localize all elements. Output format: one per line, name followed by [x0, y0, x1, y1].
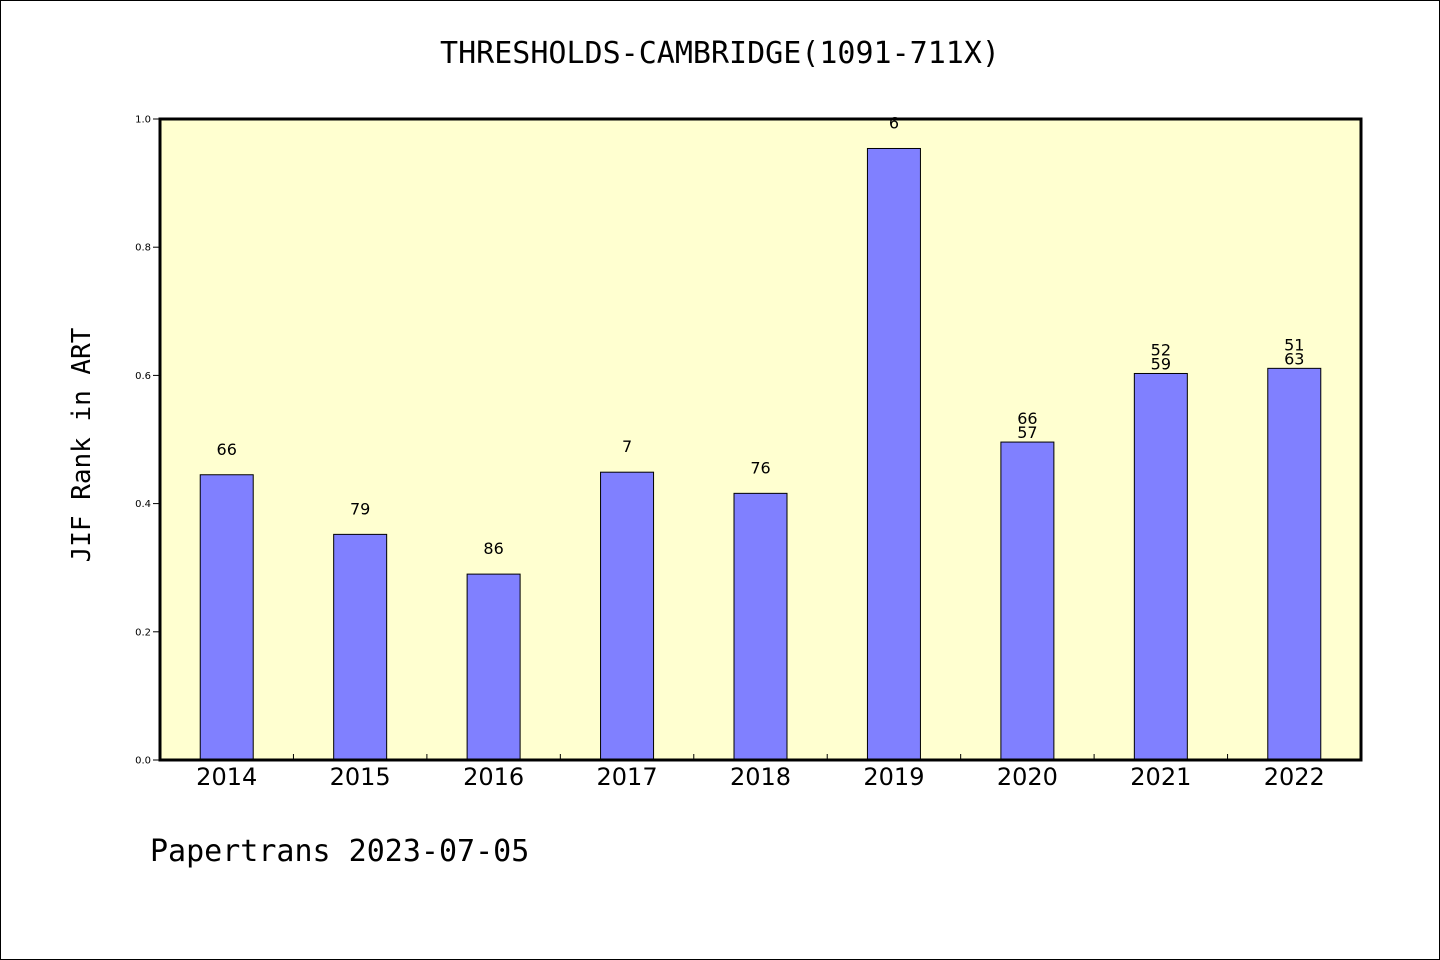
x-tick-label: 2022	[1264, 763, 1325, 791]
bar-2018	[733, 492, 788, 761]
x-tick-label: 2015	[330, 763, 391, 791]
y-tick-label: 0.0	[135, 756, 151, 767]
bar-data-label: 76	[750, 458, 770, 477]
bar-data-label: 66	[1017, 409, 1037, 428]
bar-data-label: 63	[1284, 349, 1304, 368]
footer-credit: Papertrans 2023-07-05	[150, 834, 530, 869]
x-tick-label: 2017	[597, 763, 658, 791]
plot-border	[158, 117, 1363, 762]
bar-2017	[600, 471, 655, 761]
bar-2015	[333, 533, 388, 761]
x-tick-label: 2021	[1130, 763, 1191, 791]
bar-data-label: 59	[1151, 354, 1171, 373]
bar-data-label: 6	[889, 113, 899, 132]
bar-data-label: 86	[483, 539, 503, 558]
bar-data-label: 66	[217, 440, 237, 459]
y-tick-label: 1.0	[135, 115, 151, 126]
y-tick-label: 0.2	[135, 627, 151, 638]
bar-2022	[1267, 367, 1322, 761]
x-tick-label: 2014	[196, 763, 257, 791]
bar-data-label: 52	[1151, 340, 1171, 359]
y-tick-label: 0.4	[135, 499, 151, 510]
bar-data-label: 7	[622, 437, 632, 456]
bar-2019	[866, 147, 921, 761]
bar-data-label: 51	[1284, 335, 1304, 354]
y-tick-label: 0.8	[135, 243, 151, 254]
bar-data-label: 57	[1017, 423, 1037, 442]
bar-2020	[1000, 441, 1055, 761]
x-tick-label: 2020	[997, 763, 1058, 791]
chart-title: THRESHOLDS-CAMBRIDGE(1091-711X)	[440, 36, 1000, 71]
x-tick-label: 2019	[863, 763, 924, 791]
bar-2021	[1133, 372, 1188, 761]
y-tick-label: 0.6	[135, 371, 151, 382]
x-tick-label: 2018	[730, 763, 791, 791]
x-tick-label: 2016	[463, 763, 524, 791]
bar-data-label: 79	[350, 499, 370, 518]
bar-2016	[466, 573, 521, 761]
bar-2014	[199, 474, 254, 761]
